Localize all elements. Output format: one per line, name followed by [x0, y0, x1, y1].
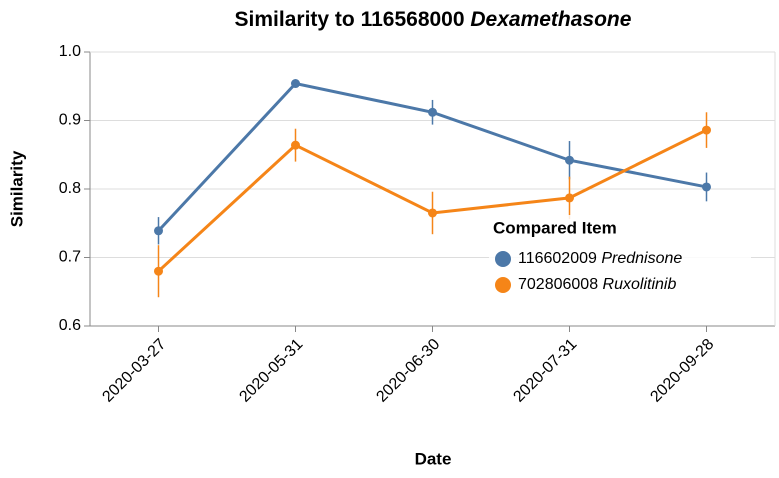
y-tick-label: 0.8	[59, 180, 81, 197]
legend-marker	[495, 251, 511, 267]
legend-marker	[495, 277, 511, 293]
legend-label: 702806008 Ruxolitinib	[518, 276, 676, 293]
legend-bg	[489, 215, 751, 301]
x-tick-label: 2020-09-28	[647, 336, 717, 406]
chart-title: Similarity to 116568000 Dexamethasone	[235, 8, 632, 31]
x-tick-label: 2020-06-30	[373, 336, 443, 406]
point	[702, 125, 711, 135]
point	[702, 182, 711, 192]
x-tick-label: 2020-05-31	[236, 336, 306, 406]
y-tick-label: 0.6	[59, 317, 81, 334]
legend-label: 116602009 Prednisone	[518, 250, 682, 267]
x-tick-label: 2020-07-31	[510, 336, 580, 406]
point	[565, 155, 574, 165]
point	[154, 266, 163, 276]
point	[291, 79, 300, 89]
y-tick-label: 1.0	[59, 43, 81, 60]
y-tick-label: 0.9	[59, 112, 81, 129]
point	[428, 208, 437, 218]
x-axis-title: Date	[415, 449, 452, 468]
point	[428, 107, 437, 117]
point	[291, 140, 300, 150]
legend-title: Compared Item	[493, 218, 617, 237]
y-axis-title: Similarity	[7, 150, 26, 227]
point	[565, 193, 574, 203]
x-tick-label: 2020-03-27	[99, 336, 169, 406]
y-tick-label: 0.7	[59, 249, 81, 266]
point	[154, 226, 163, 236]
